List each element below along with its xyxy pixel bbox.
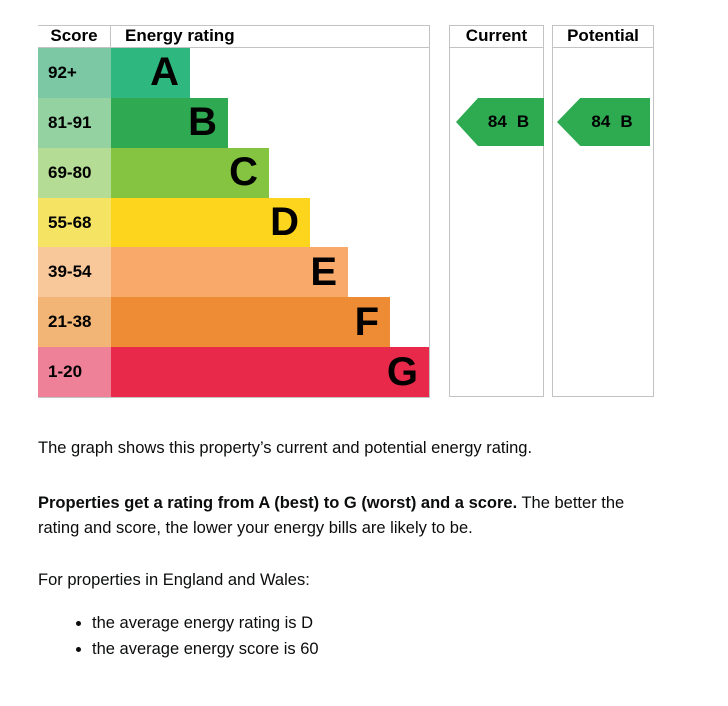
band-bar-c: C bbox=[111, 147, 269, 198]
potential-column-header: Potential bbox=[567, 26, 639, 45]
energy-rating-column-header: Energy rating bbox=[125, 26, 235, 45]
band-bar-b: B bbox=[111, 97, 228, 148]
score-range-d: 55-68 bbox=[38, 197, 111, 248]
score-range-c: 69-80 bbox=[38, 147, 111, 198]
average-score-item: the average energy score is 60 bbox=[92, 637, 692, 662]
average-rating-item: the average energy rating is D bbox=[92, 611, 692, 636]
averages-list: the average energy rating is D the avera… bbox=[38, 611, 692, 663]
current-rating-letter: B bbox=[516, 112, 530, 131]
rating-explanation-rest: The better the rating and score, the low… bbox=[38, 494, 625, 537]
score-column-divider bbox=[110, 25, 111, 47]
score-range-g: 1-20 bbox=[38, 347, 111, 398]
band-bar-f: F bbox=[111, 297, 390, 348]
band-row-b: 81-91 B bbox=[38, 97, 430, 148]
band-row-e: 39-54 E bbox=[38, 247, 430, 298]
current-header-rule bbox=[450, 47, 543, 48]
potential-rating-letter: B bbox=[620, 112, 633, 131]
band-bar-e: E bbox=[111, 247, 348, 298]
potential-score: 84 bbox=[591, 112, 611, 131]
band-row-c: 69-80 C bbox=[38, 147, 430, 198]
score-range-a: 92+ bbox=[38, 48, 111, 98]
chart-top-border bbox=[38, 25, 430, 26]
band-bar-a: A bbox=[111, 48, 190, 98]
rating-explanation-bold: Properties get a rating from A (best) to… bbox=[38, 494, 518, 512]
current-column bbox=[449, 25, 544, 397]
score-column-header: Score bbox=[50, 26, 98, 45]
band-row-g: 1-20 G bbox=[38, 347, 430, 398]
band-row-d: 55-68 D bbox=[38, 197, 430, 248]
score-range-e: 39-54 bbox=[38, 247, 111, 298]
rating-bands: 92+ A 81-91 B 69-80 C 55-68 D 39-54 E 21… bbox=[38, 48, 430, 398]
band-row-f: 21-38 F bbox=[38, 297, 430, 348]
current-column-header: Current bbox=[465, 26, 528, 45]
chart-right-border bbox=[429, 25, 430, 398]
score-range-b: 81-91 bbox=[38, 97, 111, 148]
rating-explanation: Properties get a rating from A (best) to… bbox=[38, 491, 658, 541]
chart-header-rule bbox=[38, 47, 430, 48]
band-bar-d: D bbox=[111, 197, 310, 248]
chart-description: The graph shows this property’s current … bbox=[38, 439, 533, 457]
score-range-f: 21-38 bbox=[38, 297, 111, 348]
potential-column bbox=[552, 25, 654, 397]
potential-header-rule bbox=[553, 47, 653, 48]
chart-bottom-border bbox=[38, 397, 430, 398]
band-row-a: 92+ A bbox=[38, 48, 430, 98]
potential-rating-arrow: 84 B bbox=[557, 98, 650, 146]
band-bar-g: G bbox=[111, 347, 429, 398]
current-score: 84 bbox=[487, 112, 507, 131]
region-heading: For properties in England and Wales: bbox=[38, 571, 310, 589]
